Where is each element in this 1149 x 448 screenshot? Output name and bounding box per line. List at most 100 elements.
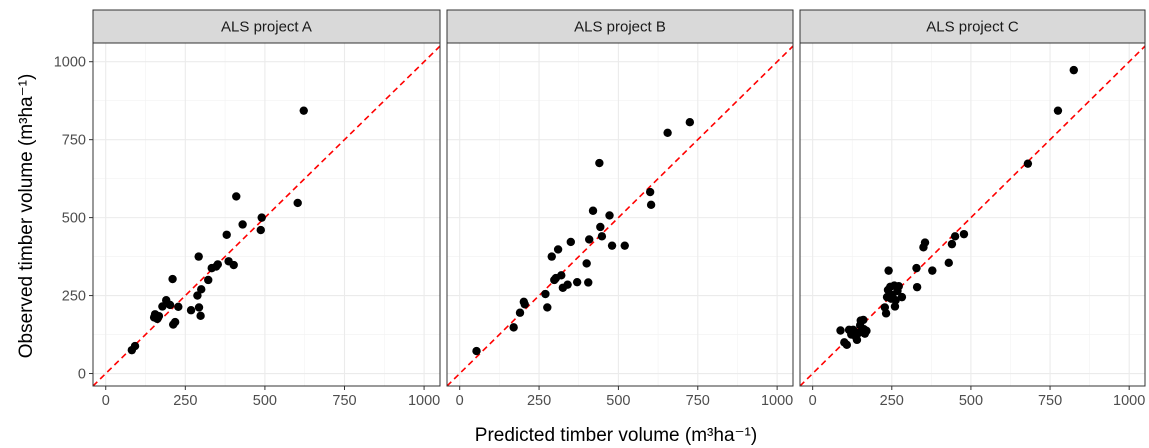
- data-point: [585, 235, 594, 244]
- panel-strip-label: ALS project C: [926, 19, 1019, 36]
- data-point: [193, 291, 202, 300]
- data-point: [557, 271, 566, 280]
- data-point: [572, 277, 582, 287]
- x-tick-label: 750: [1038, 393, 1062, 409]
- data-point: [293, 198, 302, 208]
- data-point: [663, 128, 672, 138]
- data-point: [1023, 159, 1033, 168]
- x-tick-label: 750: [686, 393, 710, 409]
- data-point: [890, 302, 900, 311]
- x-tick-label: 500: [253, 393, 277, 409]
- data-point: [852, 335, 862, 345]
- data-point: [154, 311, 164, 321]
- x-tick-label: 250: [173, 393, 197, 409]
- y-tick-label: 250: [62, 289, 86, 305]
- data-point: [947, 239, 957, 249]
- data-point: [646, 200, 656, 210]
- data-point: [894, 282, 903, 291]
- data-point: [620, 241, 629, 250]
- data-point: [238, 220, 247, 229]
- data-point: [509, 323, 518, 332]
- data-point: [194, 252, 203, 261]
- y-tick-label: 0: [78, 367, 86, 383]
- data-point: [645, 187, 655, 197]
- panel-strip: [799, 9, 1146, 44]
- data-point: [194, 303, 204, 312]
- data-point: [842, 340, 852, 350]
- data-point: [881, 309, 891, 318]
- data-point: [607, 241, 617, 250]
- data-point: [897, 292, 907, 302]
- x-tick-label: 500: [959, 393, 983, 409]
- y-tick-label: 500: [62, 211, 86, 227]
- data-point: [588, 206, 598, 215]
- panel-border: [92, 42, 441, 387]
- data-point: [928, 266, 937, 275]
- data-point: [597, 232, 607, 241]
- data-point: [130, 341, 140, 351]
- panel-border: [446, 42, 794, 387]
- data-point: [543, 303, 552, 312]
- panel-border: [799, 42, 1146, 387]
- data-point: [912, 263, 921, 273]
- data-point: [196, 311, 205, 321]
- data-point: [222, 230, 231, 239]
- x-tick-label: 500: [606, 393, 630, 409]
- data-point: [884, 266, 893, 275]
- data-point: [859, 315, 868, 325]
- data-point: [595, 158, 604, 168]
- data-point: [553, 245, 563, 254]
- data-point: [174, 302, 183, 311]
- panel-strip: [92, 9, 441, 44]
- x-tick-label: 250: [527, 393, 551, 409]
- data-point: [257, 213, 266, 222]
- data-point: [232, 192, 241, 201]
- data-point: [547, 252, 556, 261]
- data-point: [472, 346, 481, 356]
- y-tick-label: 750: [62, 133, 86, 149]
- data-point: [165, 300, 175, 310]
- data-point: [563, 280, 572, 289]
- data-point: [959, 229, 969, 239]
- data-point: [168, 274, 177, 284]
- x-tick-label: 250: [880, 393, 904, 409]
- x-tick-label: 0: [809, 393, 817, 409]
- x-tick-label: 1000: [761, 393, 793, 409]
- data-point: [944, 258, 953, 268]
- data-point: [229, 260, 238, 270]
- y-tick-label: 1000: [54, 55, 86, 71]
- data-point: [213, 260, 222, 269]
- data-point: [256, 225, 265, 235]
- x-tick-label: 1000: [408, 393, 440, 409]
- data-point: [582, 259, 591, 268]
- panel-1: ALS project A 0 250 500 750 1000 0 250 500 750 100…: [54, 9, 441, 409]
- data-point: [299, 106, 308, 115]
- data-point: [158, 302, 167, 311]
- reference-line-1to1: [93, 45, 440, 386]
- x-axis-title: Predicted timber volume (m³ha⁻¹): [475, 425, 757, 446]
- data-point: [170, 317, 180, 327]
- data-point: [1069, 65, 1078, 75]
- data-point: [566, 237, 575, 247]
- data-point: [685, 118, 695, 127]
- data-point: [1053, 106, 1063, 115]
- data-point: [197, 285, 206, 294]
- data-point: [596, 222, 605, 232]
- panel-2: ALS project B 0 250 500 750 1000: [446, 9, 794, 409]
- data-point: [912, 282, 922, 292]
- data-point: [950, 232, 960, 241]
- x-tick-label: 0: [102, 393, 110, 409]
- data-point: [891, 296, 900, 305]
- x-tick-label: 750: [332, 393, 356, 409]
- data-point: [862, 326, 871, 336]
- data-point: [520, 300, 529, 309]
- x-tick-label: 1000: [1113, 393, 1145, 409]
- data-point: [186, 306, 196, 315]
- data-point: [584, 278, 593, 287]
- data-point: [541, 289, 550, 299]
- data-point: [920, 238, 930, 247]
- data-point: [515, 308, 525, 317]
- panel-strip-label: ALS project A: [221, 19, 312, 36]
- panel-strip-label: ALS project B: [574, 19, 666, 36]
